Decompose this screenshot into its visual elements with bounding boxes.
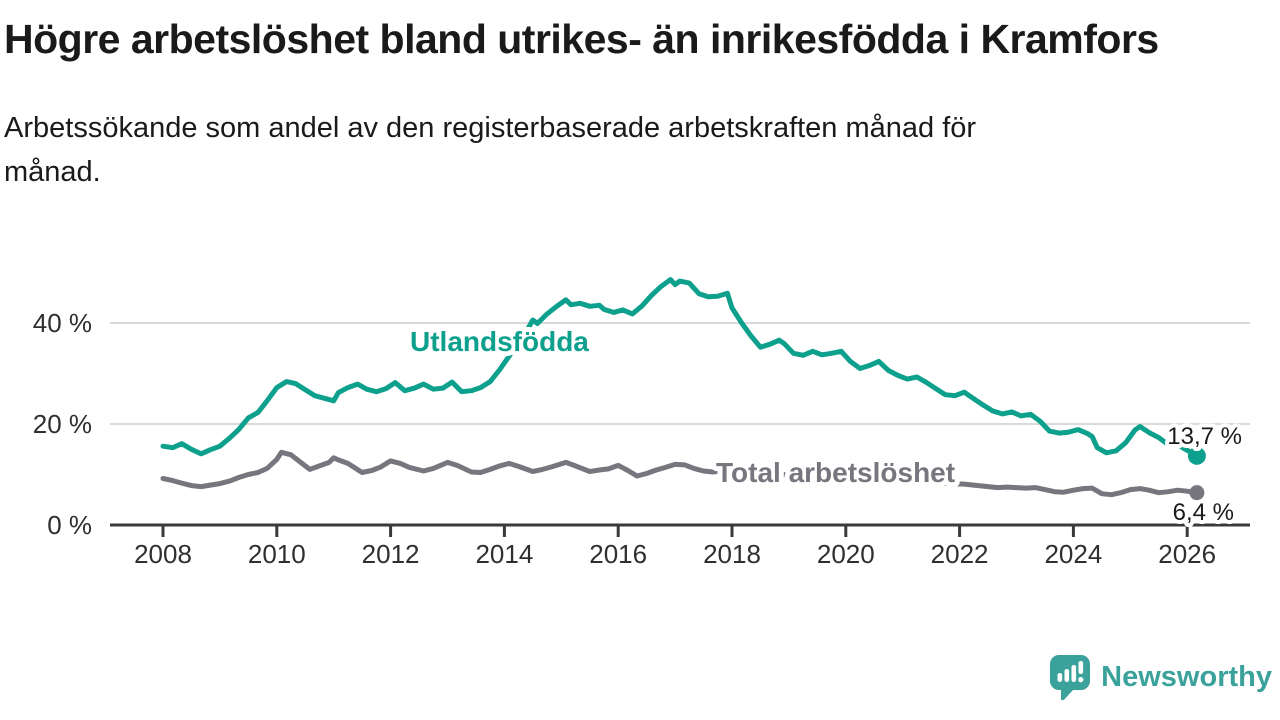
x-axis-tick-label: 2014 (475, 539, 533, 569)
chart-subtitle-line-2: månad. (4, 155, 101, 188)
end-dot-total (1189, 485, 1205, 501)
x-axis-tick-label: 2024 (1044, 539, 1102, 569)
series-line-total (160, 449, 1200, 498)
series-label-utlandsfodda: Utlandsfödda (410, 326, 589, 357)
newsworthy-logo: Newsworthy (1049, 654, 1272, 700)
y-axis-tick-label: 40 % (33, 308, 92, 338)
page-header: Högre arbetslöshet bland utrikes- än inr… (4, 16, 1272, 194)
y-axis-tick-label: 20 % (33, 409, 92, 439)
y-axis-tick-label: 0 % (47, 510, 92, 540)
x-axis-tick-label: 2026 (1158, 539, 1216, 569)
end-value-label-utlandsfodda: 13,7 % (1167, 423, 1242, 450)
end-value-label-total: 6,4 % (1173, 499, 1234, 526)
chart-subtitle: Arbetssökande som andel av den registerb… (4, 107, 1272, 194)
x-axis-tick-label: 2012 (362, 539, 420, 569)
x-axis-tick-label: 2020 (817, 539, 875, 569)
chart-title: Högre arbetslöshet bland utrikes- än inr… (4, 16, 1159, 62)
x-axis-tick-label: 2010 (248, 539, 306, 569)
x-axis-tick-label: 2016 (589, 539, 647, 569)
series-line-utlandsfodda (160, 277, 1200, 459)
chart-subtitle-line-1: Arbetssökande som andel av den registerb… (4, 112, 977, 145)
end-dot-utlandsfodda (1187, 446, 1206, 465)
x-axis-tick-label: 2008 (134, 539, 192, 569)
series-label-total: Total arbetslöshet (716, 457, 955, 488)
x-axis-tick-label: 2018 (703, 539, 761, 569)
x-axis-tick-label: 2022 (931, 539, 989, 569)
newsworthy-logo-icon (1050, 655, 1091, 700)
newsworthy-logo-text: Newsworthy (1101, 660, 1272, 693)
